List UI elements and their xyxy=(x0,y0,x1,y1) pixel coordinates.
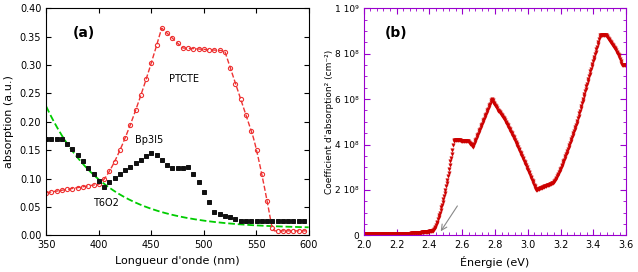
X-axis label: Longueur d'onde (nm): Longueur d'onde (nm) xyxy=(115,256,240,266)
Y-axis label: Coefficient d'absorption² (cm⁻²): Coefficient d'absorption² (cm⁻²) xyxy=(325,50,334,194)
Y-axis label: absorption (a.u.): absorption (a.u.) xyxy=(4,75,14,168)
Text: T6O2: T6O2 xyxy=(93,198,119,208)
Text: (b): (b) xyxy=(385,26,408,40)
X-axis label: Énergie (eV): Énergie (eV) xyxy=(461,256,530,268)
Text: (a): (a) xyxy=(73,26,94,40)
Text: PTCTE: PTCTE xyxy=(169,74,199,84)
Text: Bp3I5: Bp3I5 xyxy=(135,135,164,145)
